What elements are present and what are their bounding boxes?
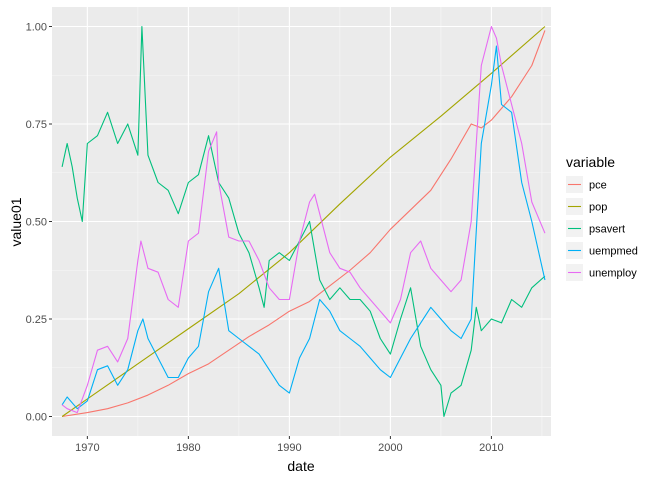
tick-labels: 1970 1980 1990 2000 2010 0.00 0.25 0.50 0.75 1.00 <box>26 22 504 455</box>
legend-item-uempmed: uempmed <box>566 242 638 259</box>
legend-label-pop: pop <box>589 202 607 214</box>
legend-label-pce: pce <box>589 180 607 192</box>
x-tick-label: 2010 <box>479 442 503 454</box>
x-tick-label: 1970 <box>75 442 99 454</box>
x-tick-label: 2000 <box>378 442 402 454</box>
y-tick-label: 0.25 <box>26 314 47 326</box>
y-tick-label: 0.50 <box>26 217 47 229</box>
legend-label-uempmed: uempmed <box>589 246 638 258</box>
series-line-psavert <box>61 25 546 418</box>
axis-ticks <box>49 26 492 439</box>
x-tick-label: 1990 <box>277 442 301 454</box>
legend-title: variable <box>566 154 615 170</box>
legend: variable pce pop psavert uempmed unemploy <box>566 154 638 281</box>
legend-item-pce: pce <box>566 176 607 193</box>
y-tick-label: 0.75 <box>26 119 47 131</box>
y-tick-label: 0.00 <box>26 412 47 424</box>
series-line-unemploy <box>61 25 546 414</box>
legend-label-psavert: psavert <box>589 224 625 236</box>
legend-label-unemploy: unemploy <box>589 268 637 280</box>
y-axis-title: value01 <box>8 197 24 246</box>
legend-item-unemploy: unemploy <box>566 264 637 281</box>
legend-item-pop: pop <box>566 198 607 215</box>
legend-item-psavert: psavert <box>566 220 625 237</box>
y-tick-label: 1.00 <box>26 22 47 34</box>
series-lines <box>61 25 546 418</box>
major-gridlines <box>52 7 551 436</box>
series-line-pop <box>61 26 546 417</box>
series-line-uempmed <box>61 45 546 410</box>
x-tick-label: 1980 <box>176 442 200 454</box>
x-axis-title: date <box>287 458 314 474</box>
series-line-pce <box>62 30 546 418</box>
